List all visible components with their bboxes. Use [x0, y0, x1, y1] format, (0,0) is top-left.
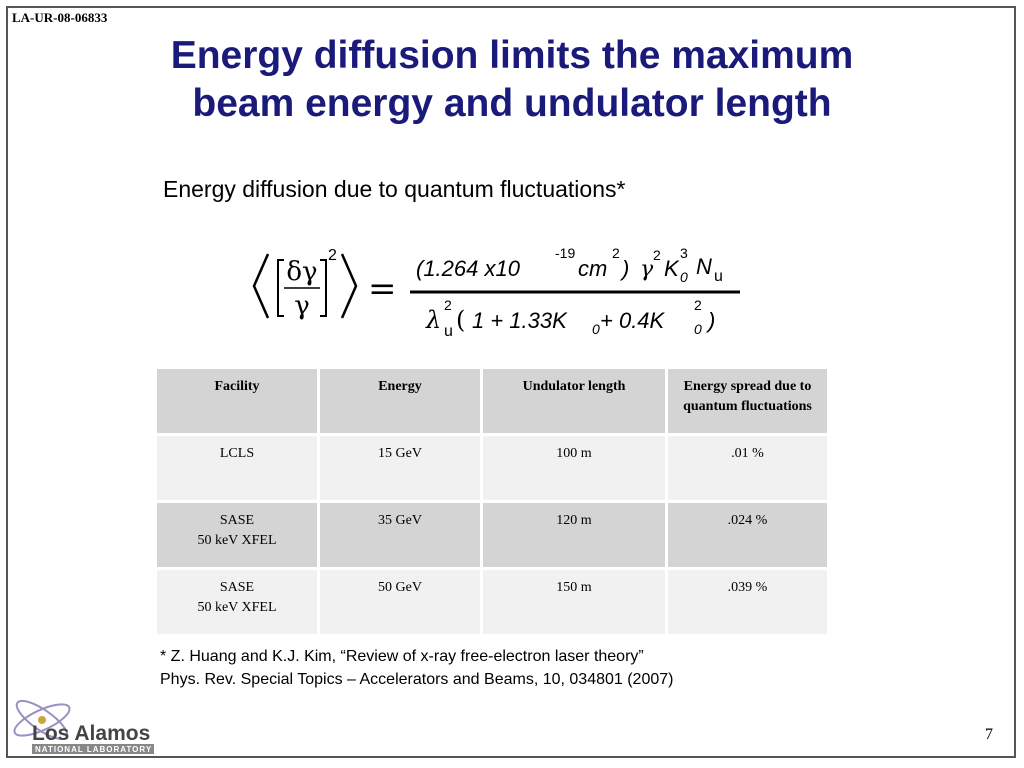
facility-line-2: 50 keV XFEL — [197, 533, 277, 548]
footnote-line-2: Phys. Rev. Special Topics – Accelerators… — [160, 671, 674, 688]
num-coefficient-exponent: -19 — [555, 245, 575, 261]
lhs-denominator: γ — [294, 291, 310, 321]
cell-spread: .01 % — [665, 433, 830, 503]
report-id: LA-UR-08-06833 — [12, 10, 108, 25]
lhs-exponent: 2 — [328, 247, 337, 264]
den-lambda: λ — [425, 306, 441, 334]
table-row: SASE 50 keV XFEL 50 GeV 150 m .039 % — [154, 567, 830, 637]
table-header-row: Facility Energy Undulator length Energy … — [154, 366, 830, 436]
page-number: 7 — [985, 726, 993, 743]
den-term-1: 1 + 1.33K — [472, 308, 568, 333]
num-gamma: γ — [640, 257, 654, 282]
facility-line-1: SASE — [219, 513, 255, 528]
num-unit: cm — [578, 256, 607, 281]
den-close-paren: ) — [705, 308, 715, 333]
slide-subtitle: Energy diffusion due to quantum fluctuat… — [163, 176, 626, 202]
energy-diffusion-formula: δγ γ 2 = (1.264 x10 -19 cm 2 ) γ 2 K 0 3… — [250, 236, 750, 346]
num-n-subscript: u — [714, 268, 723, 285]
cell-length: 120 m — [480, 500, 668, 570]
den-term-2: + 0.4K — [600, 308, 666, 333]
left-angle-bracket — [252, 253, 270, 319]
cell-facility: SASE 50 keV XFEL — [154, 500, 320, 570]
logo-orbit-icon — [15, 699, 69, 741]
header-energy-spread: Energy spread due to quantum fluctuation… — [665, 366, 830, 436]
num-gamma-exponent: 2 — [653, 247, 661, 263]
cell-energy: 15 GeV — [317, 433, 483, 503]
table-row: SASE 50 keV XFEL 35 GeV 120 m .024 % — [154, 500, 830, 570]
title-line-1: Energy diffusion limits the maximum — [170, 34, 854, 77]
logo-subtext: NATIONAL LABORATORY — [35, 745, 152, 754]
num-close-paren: ) — [619, 256, 629, 281]
num-unit-exponent: 2 — [612, 245, 620, 261]
den-term-2-subscript: 0 — [694, 321, 702, 337]
header-facility: Facility — [154, 366, 320, 436]
facility-line-2: 50 keV XFEL — [197, 600, 277, 615]
den-lambda-exponent: 2 — [444, 297, 452, 313]
cell-length: 100 m — [480, 433, 668, 503]
logo-atom-icon — [38, 716, 46, 724]
cell-energy: 50 GeV — [317, 567, 483, 637]
num-coefficient: (1.264 x10 — [416, 256, 521, 281]
equals-sign: = — [368, 269, 397, 309]
facility-line-1: SASE — [219, 580, 255, 595]
right-angle-bracket — [340, 253, 358, 319]
los-alamos-logo: Los Alamos NATIONAL LABORATORY — [13, 699, 154, 754]
den-lambda-subscript: u — [444, 323, 453, 340]
den-open-paren: ( — [456, 306, 465, 334]
right-square-bracket — [320, 259, 327, 317]
num-k-subscript: 0 — [680, 269, 688, 285]
logo-orbit-icon — [13, 703, 71, 737]
slide-frame — [6, 6, 1016, 758]
logo-subtext-band — [32, 744, 154, 754]
cell-spread: .039 % — [665, 567, 830, 637]
num-k-exponent: 3 — [680, 245, 688, 261]
footnote-line-1: * Z. Huang and K.J. Kim, “Review of x-ra… — [160, 648, 644, 665]
header-undulator-length: Undulator length — [480, 366, 668, 436]
cell-spread: .024 % — [665, 500, 830, 570]
lhs-numerator: δγ — [286, 257, 317, 287]
logo-text: Los Alamos — [32, 722, 150, 745]
facility-table: Facility Energy Undulator length Energy … — [154, 366, 830, 637]
formula-svg: δγ γ 2 = (1.264 x10 -19 cm 2 ) γ 2 K 0 3… — [252, 245, 740, 340]
num-k: K — [664, 256, 680, 281]
den-term-1-subscript: 0 — [592, 321, 600, 337]
cell-facility: LCLS — [154, 433, 320, 503]
table-row: LCLS 15 GeV 100 m .01 % — [154, 433, 830, 503]
title-line-2: beam energy and undulator length — [192, 82, 832, 125]
facility-line-1: LCLS — [219, 446, 255, 461]
cell-length: 150 m — [480, 567, 668, 637]
den-term-2-exponent: 2 — [694, 297, 702, 313]
cell-facility: SASE 50 keV XFEL — [154, 567, 320, 637]
footnote: * Z. Huang and K.J. Kim, “Review of x-ra… — [160, 645, 673, 691]
left-square-bracket — [277, 259, 284, 317]
cell-energy: 35 GeV — [317, 500, 483, 570]
slide-title: Energy diffusion limits the maximum beam… — [60, 32, 964, 128]
num-n: N — [696, 254, 712, 279]
header-energy: Energy — [317, 366, 483, 436]
